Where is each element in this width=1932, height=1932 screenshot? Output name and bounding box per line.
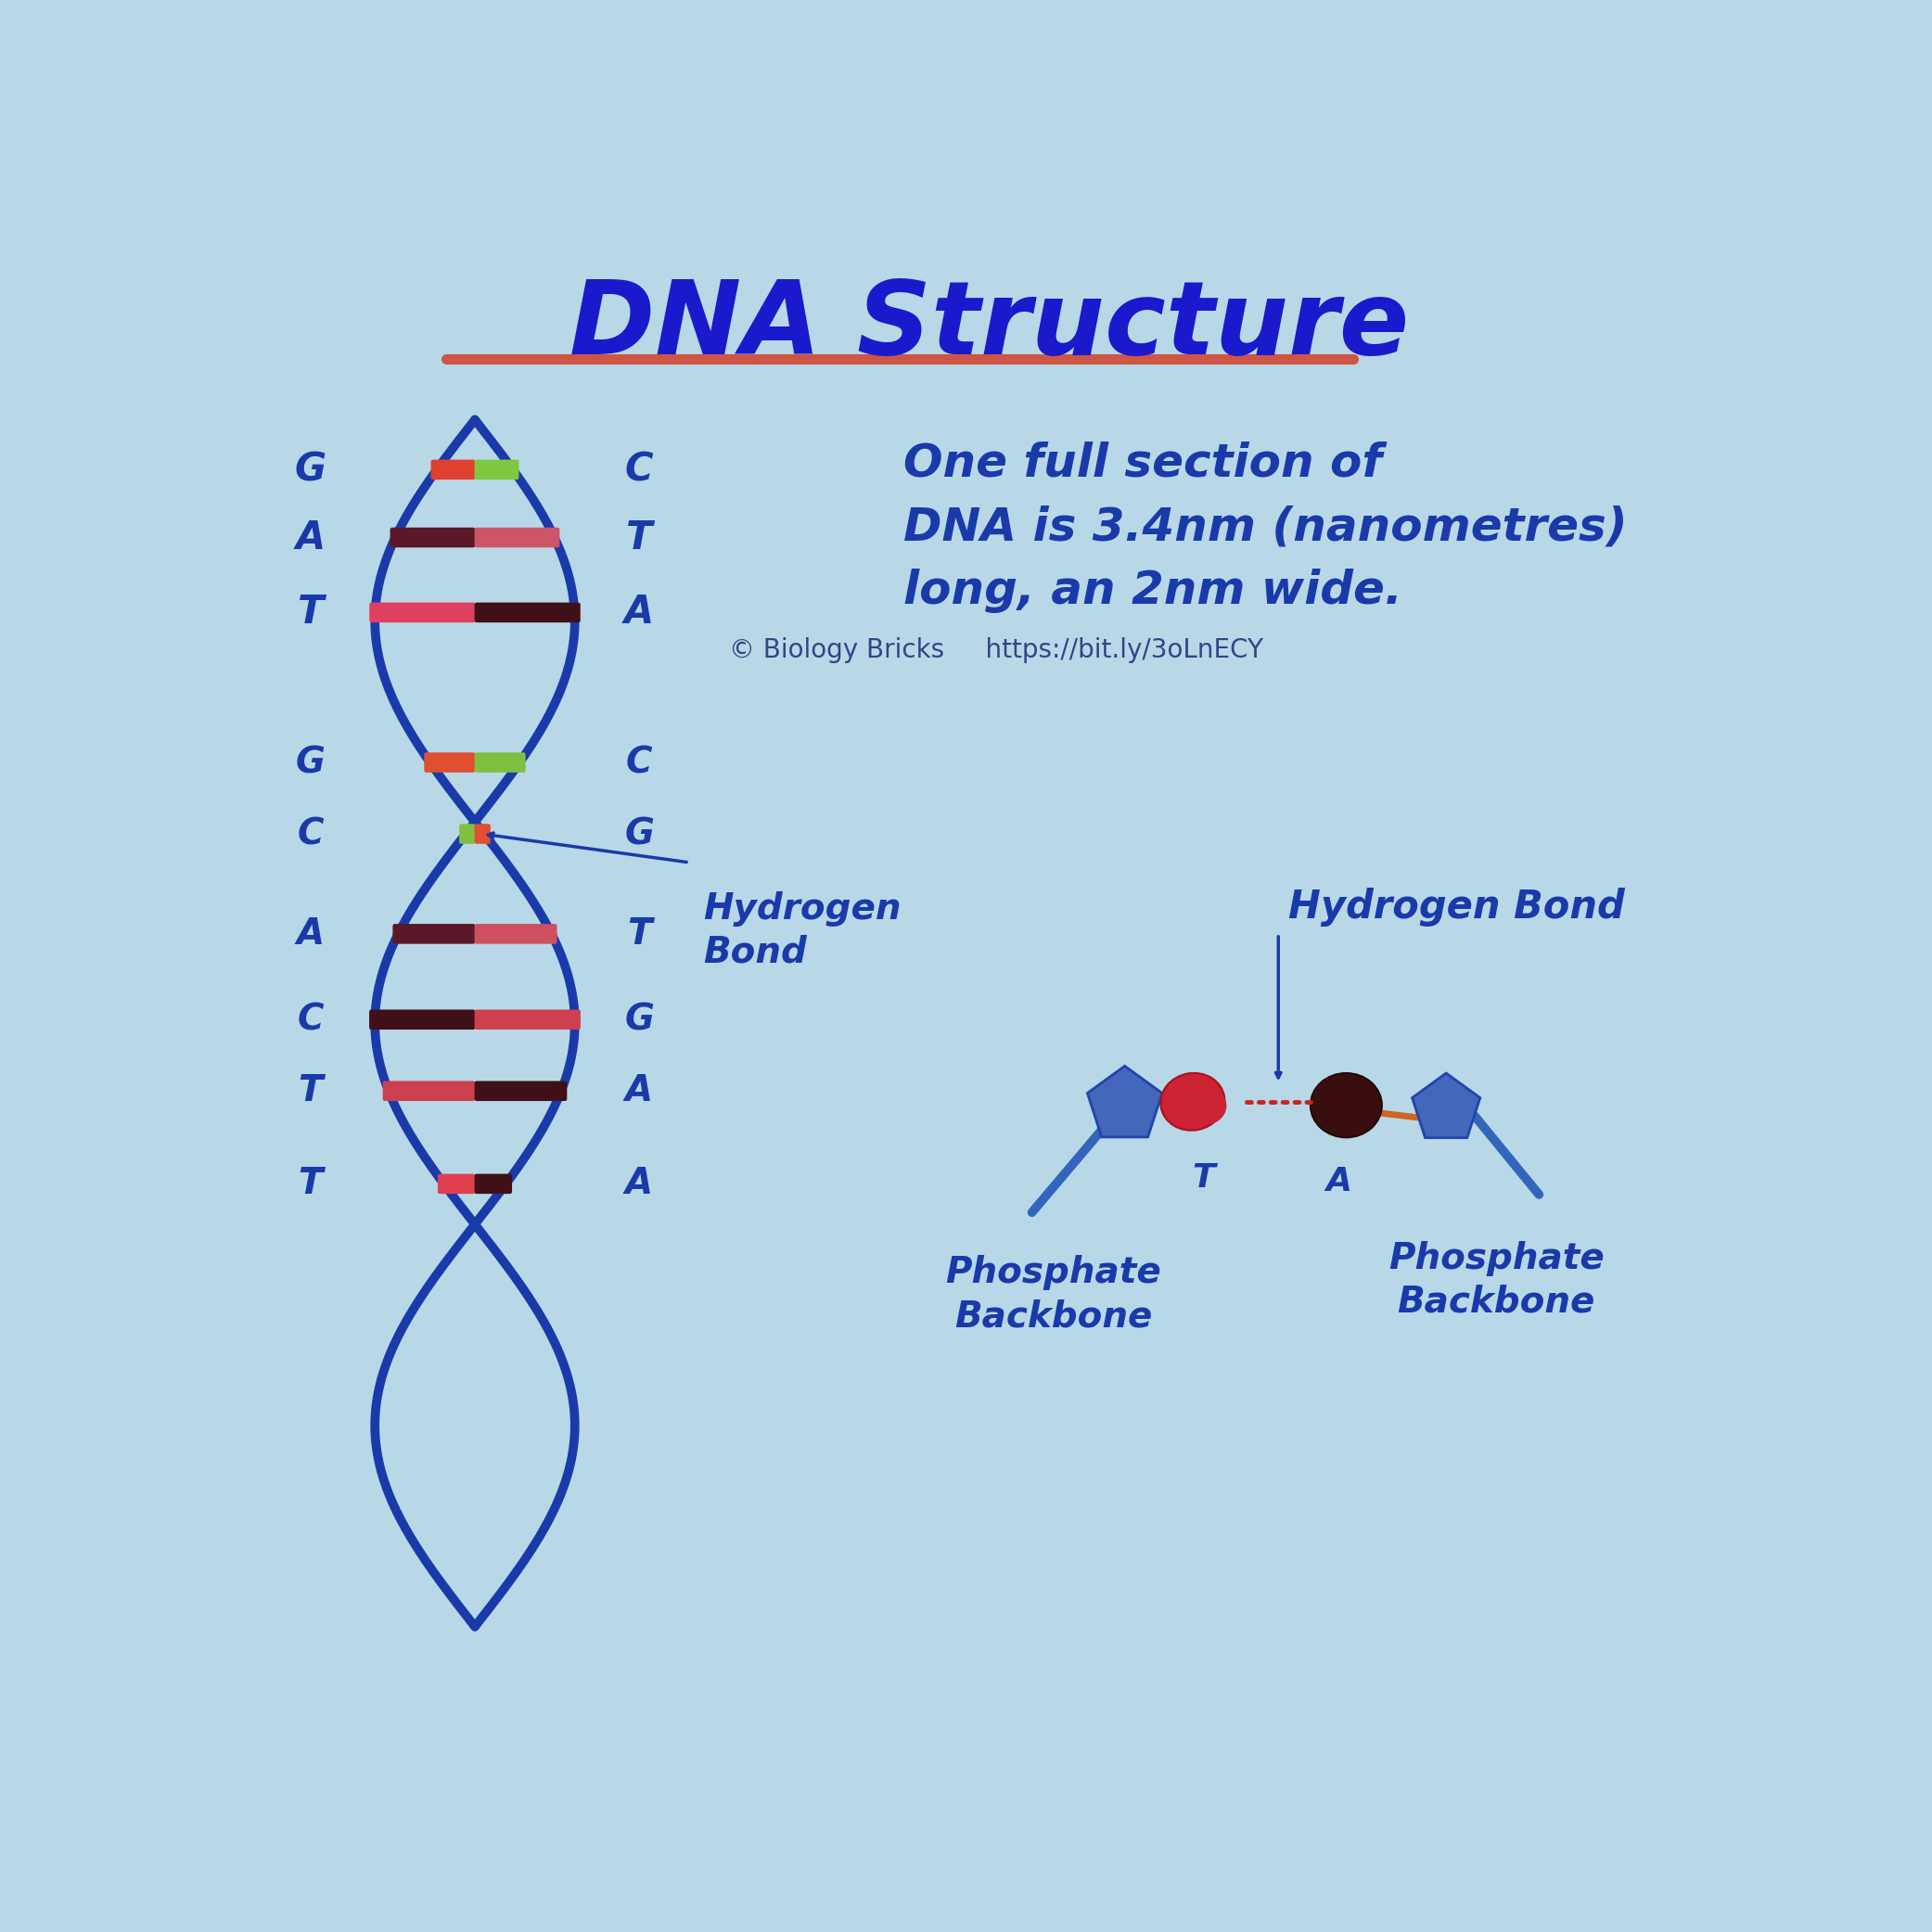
- FancyBboxPatch shape: [425, 752, 475, 773]
- Text: T: T: [626, 518, 653, 556]
- Text: T: T: [1192, 1163, 1215, 1194]
- Text: Phosphate
Backbone: Phosphate Backbone: [1389, 1240, 1604, 1320]
- Polygon shape: [1088, 1066, 1163, 1138]
- FancyBboxPatch shape: [475, 752, 526, 773]
- Text: DNA Structure: DNA Structure: [570, 276, 1408, 377]
- FancyBboxPatch shape: [475, 1082, 566, 1101]
- FancyBboxPatch shape: [475, 1175, 512, 1194]
- Text: T: T: [298, 1074, 323, 1109]
- FancyBboxPatch shape: [392, 923, 475, 945]
- FancyBboxPatch shape: [431, 460, 475, 479]
- FancyBboxPatch shape: [369, 1010, 475, 1030]
- Text: G: G: [296, 450, 327, 489]
- Ellipse shape: [1314, 1076, 1364, 1121]
- FancyBboxPatch shape: [439, 1175, 475, 1194]
- Text: A: A: [626, 1167, 653, 1202]
- FancyBboxPatch shape: [475, 923, 556, 945]
- Text: C: C: [298, 817, 325, 852]
- FancyBboxPatch shape: [475, 1010, 580, 1030]
- FancyBboxPatch shape: [460, 823, 475, 844]
- Text: T: T: [298, 1167, 323, 1202]
- Text: C: C: [626, 746, 653, 781]
- Text: G: G: [296, 746, 325, 781]
- Text: A: A: [1325, 1167, 1352, 1198]
- Ellipse shape: [1310, 1072, 1381, 1138]
- Text: A: A: [624, 593, 655, 632]
- Ellipse shape: [1180, 1086, 1227, 1124]
- FancyBboxPatch shape: [383, 1082, 475, 1101]
- Text: A: A: [296, 518, 327, 556]
- Text: G: G: [624, 1003, 653, 1037]
- Text: © Biology Bricks     https://bit.ly/3oLnECY: © Biology Bricks https://bit.ly/3oLnECY: [728, 638, 1264, 663]
- Text: Hydrogen
Bond: Hydrogen Bond: [703, 891, 902, 970]
- Text: T: T: [298, 593, 325, 632]
- Ellipse shape: [1161, 1072, 1225, 1130]
- FancyBboxPatch shape: [475, 603, 580, 622]
- Polygon shape: [1412, 1072, 1480, 1138]
- FancyBboxPatch shape: [475, 823, 491, 844]
- Text: A: A: [298, 916, 325, 951]
- Text: C: C: [298, 1003, 325, 1037]
- FancyBboxPatch shape: [475, 460, 520, 479]
- FancyBboxPatch shape: [369, 603, 475, 622]
- Text: G: G: [624, 817, 653, 852]
- FancyBboxPatch shape: [390, 527, 475, 547]
- Text: One full section of
DNA is 3.4nm (nanometres)
long, an 2nm wide.: One full section of DNA is 3.4nm (nanome…: [904, 440, 1627, 614]
- Text: Phosphate
Backbone: Phosphate Backbone: [945, 1256, 1161, 1335]
- Text: A: A: [626, 1074, 653, 1109]
- FancyBboxPatch shape: [475, 527, 560, 547]
- Text: C: C: [624, 450, 653, 489]
- Text: Hydrogen Bond: Hydrogen Bond: [1289, 889, 1625, 927]
- Text: T: T: [626, 916, 651, 951]
